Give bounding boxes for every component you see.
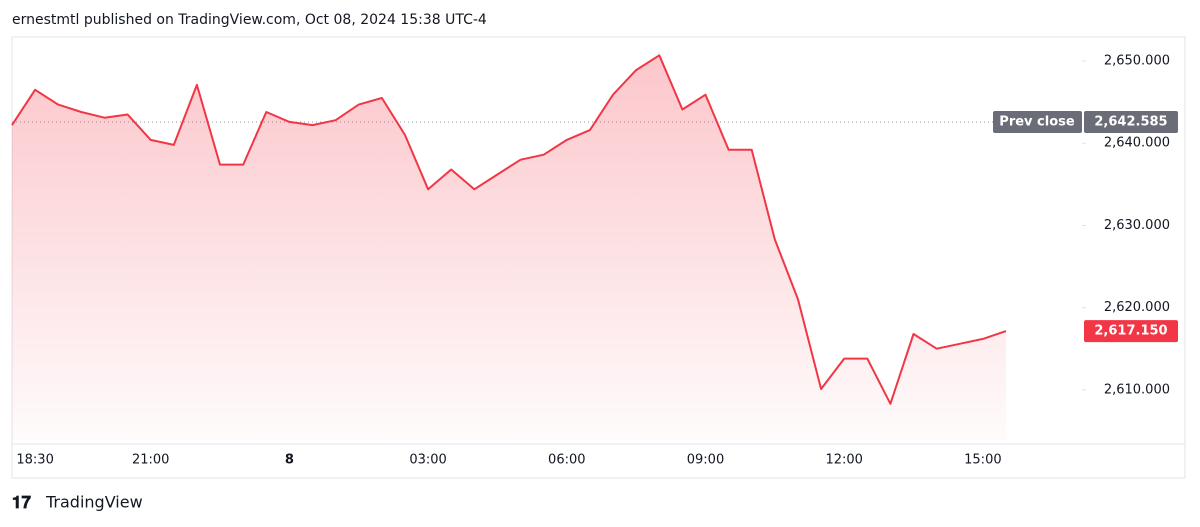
x-tick-label: 06:00	[548, 453, 585, 468]
y-tick-label: 2,650.000	[1104, 54, 1170, 69]
price-line	[11, 54, 1007, 405]
area-fill	[12, 55, 1006, 441]
x-tick-label: 15:00	[964, 453, 1001, 468]
x-tick-label: 12:00	[825, 453, 862, 468]
header: ernestmtl published on TradingView.com, …	[12, 12, 487, 28]
prev-close-value: 2,642.585	[1094, 114, 1167, 129]
y-tick-label: 2,640.000	[1104, 136, 1170, 151]
x-tick-label: 18:30	[16, 453, 53, 468]
prev-close-label: Prev close	[999, 114, 1075, 129]
x-tick-label: 8	[285, 453, 294, 468]
last-price-box	[1084, 320, 1178, 343]
y-tick-label: 2,630.000	[1104, 218, 1170, 233]
y-tick-label: 2,620.000	[1104, 300, 1170, 315]
y-tick-label: 2,610.000	[1104, 382, 1170, 397]
prev-close-value-box	[1084, 110, 1178, 133]
last-price-label: 2,617.150	[1094, 324, 1167, 339]
brand: TradingView	[45, 493, 143, 512]
x-tick-label: 09:00	[687, 453, 724, 468]
prev-close-label-box	[993, 110, 1082, 133]
brand-logo: 𝟏𝟕	[12, 493, 31, 513]
x-tick-label: 21:00	[132, 453, 169, 468]
x-tick-label: 03:00	[409, 453, 446, 468]
